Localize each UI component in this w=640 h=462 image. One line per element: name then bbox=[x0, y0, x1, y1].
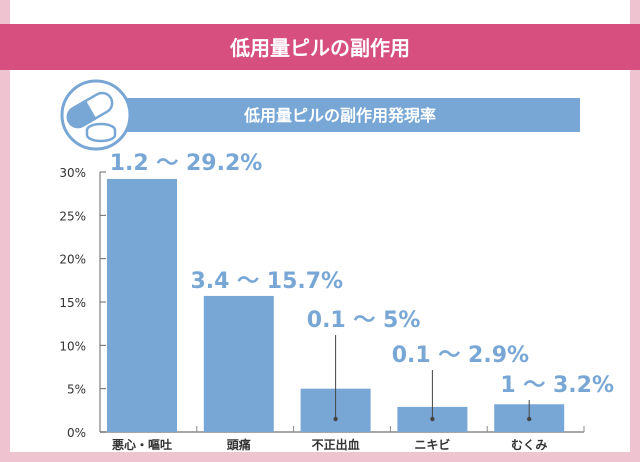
data-label: 0.1 ～ 5% bbox=[307, 308, 421, 333]
y-tick-label: 0% bbox=[67, 426, 86, 440]
leader-dot bbox=[527, 416, 532, 422]
category-label: 悪心・嘔吐 bbox=[112, 437, 172, 452]
leader-dot bbox=[430, 416, 435, 422]
data-label: 3.4 ～ 15.7% bbox=[190, 269, 343, 294]
category-label: 頭痛 bbox=[227, 437, 251, 452]
bar-chart: 0% 5% 10% 15% 20% 25% 30% 悪心・嘔吐 1.2 ～ 29.2% 頭痛 3.4… bbox=[59, 151, 614, 452]
data-label: 0.1 ～ 2.9% bbox=[392, 343, 529, 368]
header-title: 低用量ピルの副作用 bbox=[229, 36, 410, 60]
pill-capsule-icon bbox=[60, 79, 132, 151]
chart-title-bar bbox=[100, 98, 580, 132]
y-tick-label: 15% bbox=[59, 296, 86, 310]
y-tick-label: 20% bbox=[59, 253, 86, 267]
y-tick-label: 5% bbox=[67, 383, 86, 397]
data-label: 1 ～ 3.2% bbox=[500, 373, 614, 398]
bar bbox=[107, 178, 177, 432]
y-tick-label: 25% bbox=[59, 209, 86, 223]
chart-title: 低用量ピルの副作用発現率 bbox=[243, 106, 436, 125]
leader-dot bbox=[333, 416, 338, 422]
category-label: むくみ bbox=[511, 438, 547, 452]
y-tick-label: 10% bbox=[59, 339, 86, 353]
header-bar bbox=[0, 24, 640, 70]
category-label: 不正出血 bbox=[312, 437, 360, 452]
bar bbox=[203, 295, 274, 432]
category-label: ニキビ bbox=[414, 437, 450, 452]
data-label: 1.2 ～ 29.2% bbox=[110, 151, 263, 176]
y-tick-label: 30% bbox=[59, 166, 86, 180]
